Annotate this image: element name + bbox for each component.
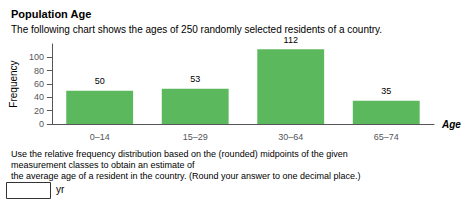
svg-text:50: 50 [95, 76, 105, 86]
svg-text:0: 0 [39, 119, 44, 129]
svg-text:112: 112 [284, 35, 298, 45]
svg-text:80: 80 [34, 66, 44, 76]
svg-text:The following chart shows the: The following chart shows the ages of 25… [11, 24, 382, 35]
svg-text:0–14: 0–14 [90, 132, 110, 142]
svg-text:65–74: 65–74 [374, 132, 399, 142]
svg-text:53: 53 [190, 74, 200, 84]
svg-text:60: 60 [34, 79, 44, 89]
svg-text:the average age of a resident: the average age of a resident in the cou… [11, 171, 361, 181]
svg-text:15–29: 15–29 [183, 132, 208, 142]
svg-text:35: 35 [381, 86, 391, 96]
svg-text:100: 100 [29, 52, 44, 62]
svg-text:Use the relative frequency dis: Use the relative frequency distribution … [11, 149, 350, 159]
svg-text:Population Age: Population Age [11, 8, 91, 20]
svg-text:40: 40 [34, 92, 44, 102]
svg-text:20: 20 [34, 106, 44, 116]
svg-text:Frequency: Frequency [8, 60, 19, 107]
svg-text:30–64: 30–64 [278, 132, 303, 142]
svg-text:Age: Age [441, 119, 461, 130]
svg-text:yr: yr [56, 184, 65, 195]
svg-text:measurement classes to obtain: measurement classes to obtain an estimat… [11, 160, 195, 170]
